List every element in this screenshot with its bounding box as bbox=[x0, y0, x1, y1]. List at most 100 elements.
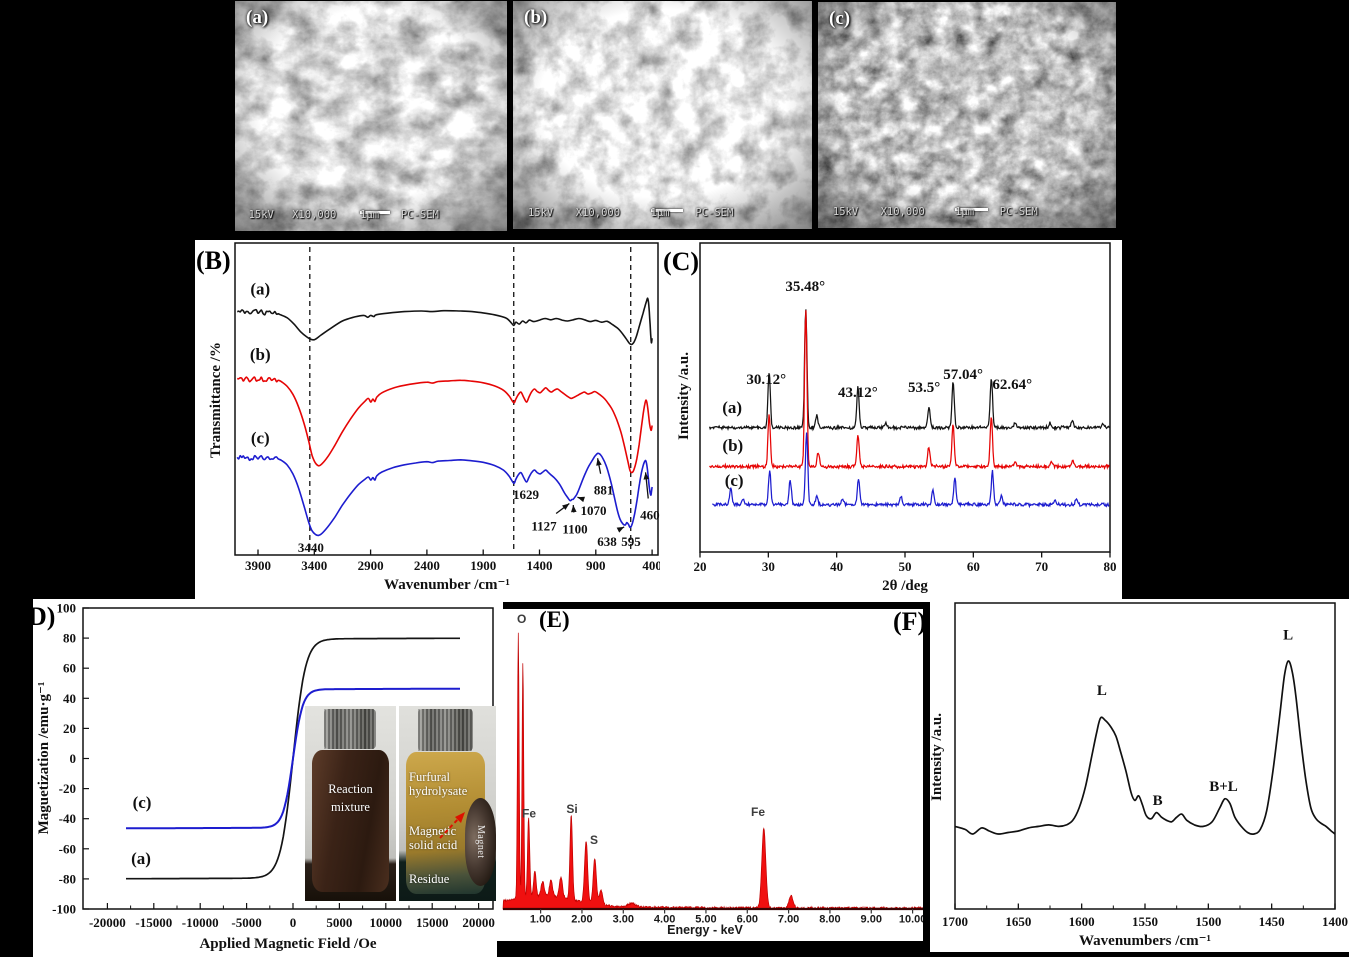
svg-text:1700: 1700 bbox=[942, 914, 968, 929]
svg-text:60: 60 bbox=[63, 661, 76, 676]
xrd-trace-(c) bbox=[712, 432, 1110, 509]
svg-text:Applied Magnetic Field /Oe: Applied Magnetic Field /Oe bbox=[199, 936, 376, 952]
panel-letter-B: (B) bbox=[196, 246, 231, 275]
svg-text:Fe: Fe bbox=[751, 805, 765, 819]
sem-scale-text: 1μm bbox=[955, 206, 975, 218]
svg-text:Si: Si bbox=[566, 802, 577, 816]
inset-photo-reaction-mixture: Reaction mixture bbox=[305, 706, 396, 901]
svg-text:10000: 10000 bbox=[370, 915, 403, 930]
panel-letter-C: (C) bbox=[663, 247, 700, 276]
svg-text:(b): (b) bbox=[250, 345, 271, 364]
svg-text:1500: 1500 bbox=[1195, 914, 1221, 929]
svg-text:1550: 1550 bbox=[1132, 914, 1158, 929]
sem-mode: PC-SEM bbox=[400, 209, 439, 221]
svg-text:100: 100 bbox=[57, 601, 77, 616]
svg-text:400: 400 bbox=[642, 558, 660, 573]
svg-text:2θ /deg: 2θ /deg bbox=[882, 578, 928, 594]
svg-text:Fe: Fe bbox=[522, 807, 536, 821]
svg-text:(c): (c) bbox=[251, 428, 270, 447]
bottle-cap bbox=[324, 709, 376, 749]
sem-label-a: (a) bbox=[246, 7, 269, 28]
sem-voltage: 15kV bbox=[832, 206, 859, 218]
svg-text:7.00: 7.00 bbox=[778, 914, 799, 926]
svg-text:6.00: 6.00 bbox=[737, 914, 758, 926]
svg-text:0: 0 bbox=[290, 915, 297, 930]
sem-texture-b bbox=[513, 1, 812, 229]
label-reaction-mixture: Reaction mixture bbox=[328, 782, 373, 815]
svg-text:-15000: -15000 bbox=[135, 915, 172, 930]
svg-text:(b): (b) bbox=[722, 436, 743, 455]
svg-text:30: 30 bbox=[762, 559, 775, 574]
svg-text:-100: -100 bbox=[52, 902, 76, 917]
svg-text:1127: 1127 bbox=[531, 518, 557, 533]
svg-text:20000: 20000 bbox=[462, 915, 495, 930]
sem-info-bar: 15kV X10,000 1μm PC-SEM bbox=[513, 197, 812, 223]
panel-c-svg: 20 30 40 50 60 70 80 2θ /deg Intensity /a.u. (a) (… bbox=[676, 242, 1116, 594]
bottom-row bbox=[0, 599, 1349, 957]
svg-text:1600: 1600 bbox=[1069, 914, 1095, 929]
svg-text:50: 50 bbox=[898, 559, 911, 574]
svg-text:1400: 1400 bbox=[1322, 914, 1348, 929]
magnet-arrow bbox=[439, 812, 465, 839]
svg-text:B: B bbox=[1153, 793, 1163, 809]
panel-letter-F: (F) bbox=[893, 607, 927, 636]
svg-text:35.48°: 35.48° bbox=[785, 279, 825, 295]
svg-text:(c): (c) bbox=[133, 793, 152, 812]
ftir-curve-(a) bbox=[237, 297, 653, 346]
svg-text:43.12°: 43.12° bbox=[838, 385, 878, 401]
svg-text:-60: -60 bbox=[59, 841, 76, 856]
svg-text:80: 80 bbox=[63, 631, 76, 646]
svg-text:L: L bbox=[1283, 628, 1293, 644]
panel-c: 20 30 40 50 60 70 80 2θ /deg Intensity /a.u. (a) (… bbox=[660, 240, 1122, 600]
xrd-trace-(a) bbox=[708, 309, 1110, 432]
svg-text:57.04°: 57.04° bbox=[943, 367, 983, 383]
svg-text:Intensity /a.u.: Intensity /a.u. bbox=[931, 713, 945, 801]
svg-text:70: 70 bbox=[1035, 559, 1048, 574]
svg-text:-5000: -5000 bbox=[231, 915, 261, 930]
sem-mode: PC-SEM bbox=[695, 207, 734, 219]
svg-text:40: 40 bbox=[830, 559, 843, 574]
svg-text:O: O bbox=[517, 612, 526, 626]
svg-text:40: 40 bbox=[63, 691, 76, 706]
panel-letter-E: (E) bbox=[539, 607, 570, 632]
sem-scale-text: 1μm bbox=[360, 209, 380, 221]
pyridine-ir-curve bbox=[954, 660, 1336, 836]
svg-text:1070: 1070 bbox=[581, 503, 607, 518]
svg-text:Energy - keV: Energy - keV bbox=[667, 923, 743, 937]
svg-text:0: 0 bbox=[70, 751, 77, 766]
label-magnet: Magnet bbox=[475, 825, 486, 859]
svg-text:15000: 15000 bbox=[416, 915, 449, 930]
svg-text:62.64°: 62.64° bbox=[992, 377, 1032, 393]
left-black-strip bbox=[0, 597, 33, 957]
svg-text:3400: 3400 bbox=[301, 558, 327, 573]
sem-image-a: (a) 15kV X10,000 1μm PC-SEM bbox=[235, 1, 507, 231]
svg-text:5.00: 5.00 bbox=[695, 914, 716, 926]
scale-bar bbox=[955, 208, 988, 211]
svg-text:1100: 1100 bbox=[562, 521, 587, 536]
svg-text:1450: 1450 bbox=[1259, 914, 1285, 929]
panel-e-top-bar bbox=[503, 602, 927, 609]
panel-d-svg: 100 80 60 40 20 0 -20 -40 -60 -80 -100 -20000 -15000… bbox=[36, 601, 495, 953]
svg-text:20: 20 bbox=[694, 559, 707, 574]
svg-text:S: S bbox=[590, 833, 598, 847]
scale-bar bbox=[360, 211, 391, 214]
inset-photo-hydrolysate: Furfural hydrolysate Magnetic solid acid… bbox=[399, 706, 496, 901]
svg-text:9.00: 9.00 bbox=[861, 914, 882, 926]
sem-label-b: (b) bbox=[524, 7, 548, 28]
svg-text:-40: -40 bbox=[59, 811, 76, 826]
sem-scale-text: 1μm bbox=[650, 207, 670, 219]
svg-text:Maguetization /emu·g⁻¹: Maguetization /emu·g⁻¹ bbox=[36, 682, 52, 835]
svg-text:638: 638 bbox=[597, 534, 617, 549]
svg-text:-10000: -10000 bbox=[182, 915, 219, 930]
scale-bar bbox=[650, 209, 684, 212]
panel-letter-D: D) bbox=[28, 602, 56, 631]
svg-text:Intensity /a.u.: Intensity /a.u. bbox=[676, 352, 692, 440]
bottle-body-dark bbox=[312, 750, 389, 892]
svg-text:(c): (c) bbox=[725, 471, 744, 490]
sem-mode: PC-SEM bbox=[999, 206, 1038, 218]
svg-text:20: 20 bbox=[63, 721, 76, 736]
panel-f-bottom-bar bbox=[930, 952, 1349, 957]
svg-text:L: L bbox=[1097, 683, 1107, 699]
svg-text:2.00: 2.00 bbox=[571, 914, 592, 926]
svg-text:1400: 1400 bbox=[527, 558, 553, 573]
